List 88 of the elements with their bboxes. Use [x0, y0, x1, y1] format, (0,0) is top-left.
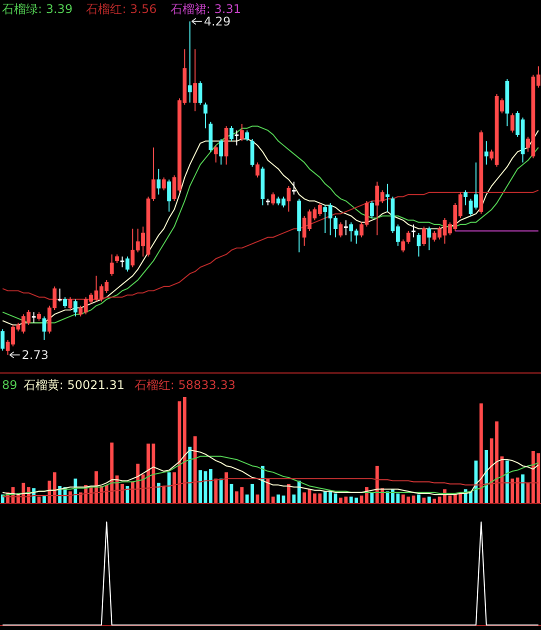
candlestick: [188, 20, 192, 104]
bar: [219, 478, 223, 503]
bar: [510, 478, 514, 503]
bar: [208, 469, 212, 503]
text: 石榴裙: 3.31: [170, 2, 241, 16]
bar: [48, 480, 52, 503]
bar: [276, 494, 280, 503]
candlestick: [162, 176, 166, 191]
candlestick: [510, 112, 514, 134]
bar: [261, 466, 264, 503]
candlestick: [370, 200, 374, 219]
candlestick: [386, 183, 390, 212]
candlestick: [204, 102, 208, 129]
candlestick: [422, 226, 426, 246]
candlestick: [126, 256, 130, 272]
candlestick: [250, 138, 254, 168]
bar: [167, 472, 171, 503]
bar: [68, 491, 72, 503]
candlestick: [484, 140, 488, 166]
candlestick: [58, 288, 62, 302]
bar: [52, 472, 56, 503]
bar: [42, 496, 46, 503]
candlestick: [63, 296, 67, 308]
bar: [156, 482, 160, 503]
candlestick: [0, 328, 5, 352]
bar: [193, 436, 197, 503]
bar: [120, 484, 124, 503]
candlestick: [42, 316, 46, 340]
candlestick: [240, 124, 244, 142]
bar: [214, 478, 218, 503]
bar: [266, 478, 270, 503]
bar: [505, 460, 509, 503]
bar: [422, 498, 426, 503]
bar: [188, 446, 192, 503]
bar: [479, 403, 483, 503]
candlestick: [427, 226, 432, 251]
bar: [448, 496, 452, 503]
bar: [484, 450, 488, 503]
candlestick: [286, 186, 291, 212]
text: 石榴绿: 3.39: [2, 2, 73, 16]
candlestick: [110, 254, 114, 276]
candlestick: [245, 130, 250, 142]
bar: [432, 498, 436, 503]
bar: [37, 496, 41, 503]
bar: [417, 494, 420, 503]
annotation: 4.29: [204, 14, 231, 28]
candlestick: [338, 222, 343, 238]
candlestick: [198, 80, 202, 106]
text: 89: [2, 378, 18, 392]
text: 石榴黄: 50021.31: [23, 378, 125, 392]
bar: [224, 472, 228, 503]
bar: [146, 444, 150, 503]
candlestick: [292, 181, 296, 196]
bar: [516, 478, 520, 503]
candlestick: [234, 130, 239, 146]
bar: [282, 496, 286, 503]
text: 石榴红: 58833.33: [134, 378, 236, 392]
candlestick: [412, 224, 416, 238]
candlestick: [344, 220, 348, 236]
candlestick: [271, 192, 276, 206]
text: 石榴红: 3.56: [86, 2, 157, 16]
candlestick: [73, 298, 78, 317]
bar: [427, 496, 431, 503]
bar: [271, 496, 275, 503]
bar: [287, 484, 290, 503]
candlestick: [219, 138, 224, 166]
candlestick: [214, 144, 218, 163]
candlestick: [68, 296, 72, 310]
bar: [370, 492, 374, 503]
bar: [172, 472, 176, 503]
bar: [302, 492, 306, 503]
candlestick: [156, 168, 161, 196]
candlestick: [230, 126, 234, 142]
annotation: 2.73: [22, 348, 49, 362]
bar: [292, 494, 296, 503]
candlestick: [416, 232, 421, 258]
bar: [198, 470, 202, 503]
candlestick: [464, 190, 468, 206]
bar: [412, 496, 416, 503]
bar: [360, 496, 364, 503]
candlestick: [32, 312, 36, 324]
bar: [521, 474, 524, 503]
bar: [162, 486, 166, 503]
candlestick: [120, 256, 124, 268]
candlestick: [167, 179, 172, 212]
candlestick: [193, 48, 198, 112]
bar: [182, 397, 186, 503]
candlestick: [256, 162, 260, 178]
